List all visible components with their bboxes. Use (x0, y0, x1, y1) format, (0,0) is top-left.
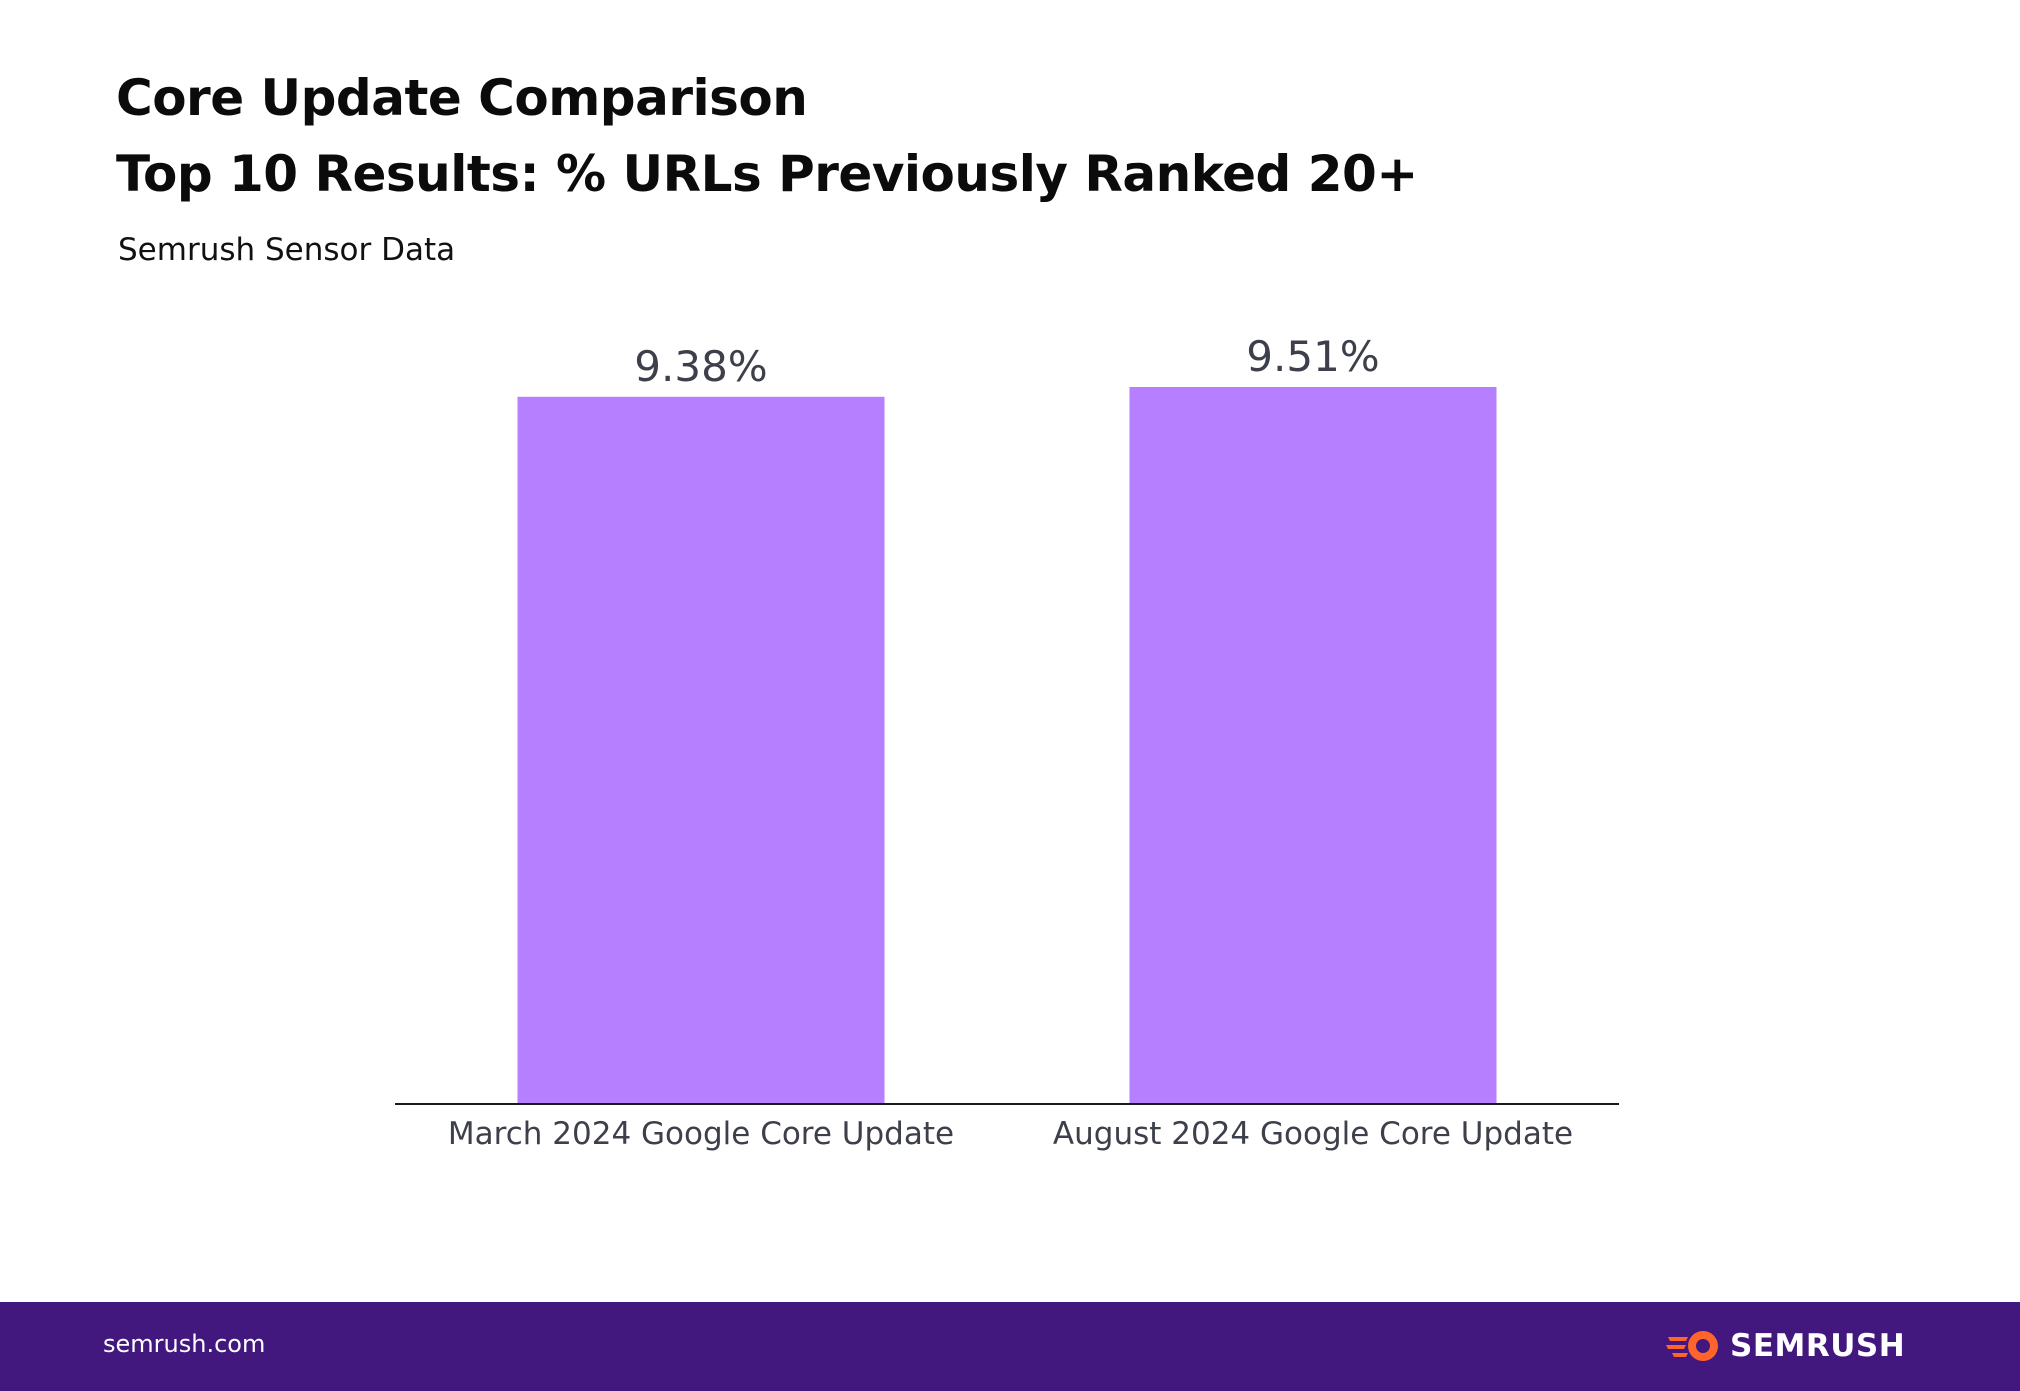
chart-subtitle: Top 10 Results: % URLs Previously Ranked… (116, 145, 1418, 203)
category-label-1: March 2024 Google Core Update (448, 1116, 954, 1152)
footer-bar: semrush.com SEMRUSH (0, 1302, 2020, 1391)
bar-value-label-2: 9.51% (1246, 332, 1379, 381)
chart-title: Core Update Comparison (116, 69, 808, 127)
source-note: Semrush Sensor Data (118, 232, 456, 268)
semrush-logo: SEMRUSH (1666, 1324, 1905, 1368)
bar-value-label-1: 9.38% (634, 342, 767, 391)
semrush-fire-icon (1666, 1331, 1718, 1361)
category-label-2: August 2024 Google Core Update (1053, 1116, 1573, 1152)
bar-2 (1129, 387, 1497, 1103)
bar-1 (517, 396, 885, 1103)
chart-title-block: Core Update Comparison Top 10 Results: %… (116, 60, 1418, 212)
brand-name: SEMRUSH (1730, 1328, 1906, 1364)
bar-chart: 9.38% March 2024 Google Core Update 9.51% A… (395, 332, 1619, 1152)
footer-url: semrush.com (103, 1330, 266, 1358)
